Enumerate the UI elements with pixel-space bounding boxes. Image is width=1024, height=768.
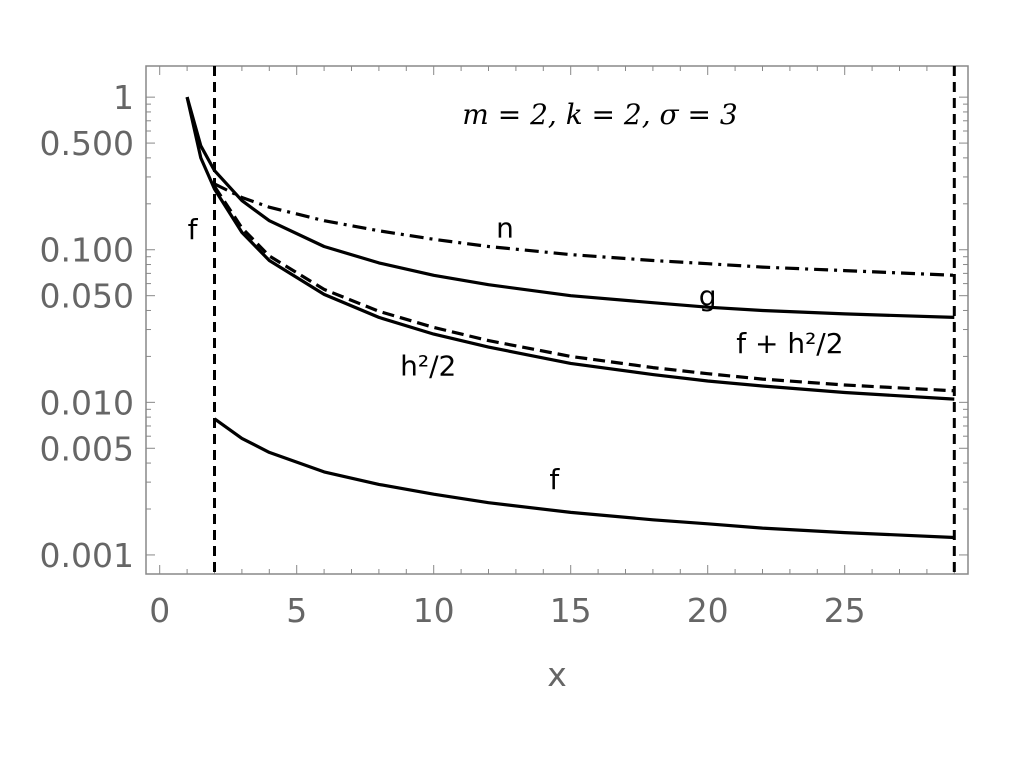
plot-frame: [145, 65, 969, 575]
series-group: [185, 96, 955, 540]
x-tick-label: 5: [286, 591, 307, 630]
x-tick-label: 25: [824, 591, 866, 630]
x-tick-label: 10: [413, 591, 455, 630]
chart-annotation: m = 2, k = 2, σ = 3: [462, 98, 737, 131]
y-tick-label: 0.100: [40, 231, 134, 270]
series-line: [185, 96, 955, 319]
y-tick-label: 0.050: [40, 277, 134, 316]
curve-label: f: [188, 213, 199, 246]
series-line: [213, 182, 955, 277]
curve-label: f: [549, 463, 560, 496]
y-tick-label: 1: [113, 78, 134, 117]
curve-label: f + h²/2: [736, 327, 843, 360]
curve-label: n: [496, 212, 514, 245]
x-tick-label: 20: [687, 591, 729, 630]
curve-label: g: [699, 280, 717, 313]
series-line: [185, 96, 955, 401]
y-tick-label: 0.005: [40, 429, 134, 468]
tick-labels: 0 5 10 15 20 25 0.001 0.005 0.010 0.050 0.100 0.500…: [40, 78, 866, 630]
x-tick-label: 0: [149, 591, 170, 630]
y-tick-label: 0.001: [40, 536, 134, 575]
x-tick-label: 15: [550, 591, 592, 630]
axis-ticks: [146, 66, 968, 574]
curve-labels: n g f + h²/2 h²/2 f f: [188, 212, 844, 496]
y-tick-label: 0.010: [40, 383, 134, 422]
y-tick-label: 0.500: [40, 124, 134, 163]
vertical-dashed-lines: [213, 66, 956, 574]
series-line: [213, 185, 955, 393]
curve-label: h²/2: [400, 349, 456, 382]
x-axis-title: x: [547, 655, 567, 694]
series-line: [213, 417, 955, 540]
